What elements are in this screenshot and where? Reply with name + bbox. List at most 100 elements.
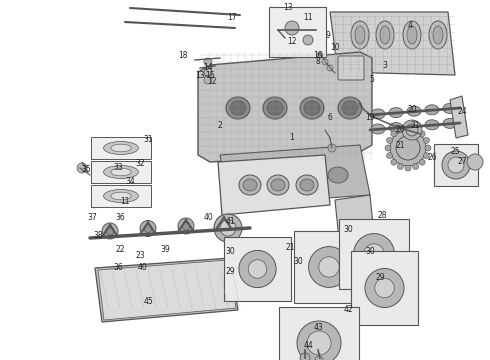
Text: 1: 1 [290, 134, 294, 143]
Circle shape [322, 59, 328, 65]
Text: 38: 38 [93, 230, 103, 239]
Ellipse shape [243, 179, 257, 191]
Ellipse shape [268, 167, 288, 183]
Ellipse shape [443, 118, 457, 129]
Text: 28: 28 [377, 211, 387, 220]
Ellipse shape [407, 26, 417, 44]
Ellipse shape [111, 192, 131, 200]
Text: 43: 43 [313, 324, 323, 333]
Text: 44: 44 [303, 341, 313, 350]
Circle shape [364, 244, 384, 264]
Ellipse shape [304, 101, 320, 115]
Polygon shape [98, 260, 236, 320]
Text: 12: 12 [207, 77, 217, 86]
Ellipse shape [407, 121, 421, 131]
Text: 19: 19 [365, 113, 375, 122]
Circle shape [309, 247, 349, 287]
Ellipse shape [111, 144, 131, 152]
FancyBboxPatch shape [294, 231, 364, 303]
Circle shape [106, 227, 114, 235]
Text: 29: 29 [225, 267, 235, 276]
Circle shape [204, 76, 212, 84]
Text: 36: 36 [113, 264, 123, 273]
Circle shape [413, 126, 418, 132]
Circle shape [405, 125, 411, 131]
Ellipse shape [226, 97, 250, 119]
Text: 4: 4 [408, 21, 413, 30]
Ellipse shape [230, 101, 246, 115]
Text: 24: 24 [457, 108, 467, 117]
Ellipse shape [103, 141, 138, 154]
Ellipse shape [263, 97, 287, 119]
FancyBboxPatch shape [338, 56, 364, 80]
Circle shape [423, 153, 429, 159]
Ellipse shape [371, 124, 385, 134]
Circle shape [396, 136, 420, 160]
Text: 8: 8 [316, 58, 320, 67]
Text: 27: 27 [457, 158, 467, 166]
Text: 13: 13 [283, 4, 293, 13]
Circle shape [182, 222, 190, 230]
Ellipse shape [328, 167, 348, 183]
FancyBboxPatch shape [91, 137, 151, 159]
Text: 18: 18 [178, 50, 188, 59]
Text: 14: 14 [203, 63, 213, 72]
Circle shape [390, 130, 426, 166]
Circle shape [220, 220, 236, 236]
Circle shape [140, 220, 156, 237]
Circle shape [77, 163, 87, 173]
Polygon shape [330, 12, 455, 75]
FancyBboxPatch shape [279, 307, 359, 360]
Text: 17: 17 [227, 13, 237, 22]
Circle shape [307, 331, 331, 355]
Text: 21: 21 [395, 140, 405, 149]
Text: 20: 20 [407, 105, 417, 114]
Ellipse shape [111, 168, 131, 176]
Ellipse shape [239, 175, 261, 195]
Circle shape [387, 153, 392, 159]
Circle shape [467, 154, 483, 170]
Circle shape [354, 234, 394, 274]
Text: 21: 21 [285, 243, 295, 252]
Text: 11: 11 [120, 198, 130, 207]
Ellipse shape [355, 26, 365, 44]
Polygon shape [450, 96, 468, 138]
Text: 5: 5 [369, 76, 374, 85]
Circle shape [406, 124, 418, 136]
Text: 35: 35 [81, 166, 91, 175]
Circle shape [220, 220, 228, 228]
Ellipse shape [429, 21, 447, 49]
Text: 39: 39 [160, 246, 170, 255]
Text: 15: 15 [205, 71, 215, 80]
Circle shape [204, 68, 212, 76]
FancyBboxPatch shape [91, 161, 151, 183]
Polygon shape [220, 145, 370, 205]
Text: 30: 30 [365, 248, 375, 256]
Ellipse shape [371, 109, 385, 119]
Circle shape [448, 157, 464, 173]
Ellipse shape [443, 103, 457, 113]
Circle shape [391, 159, 397, 165]
Circle shape [419, 131, 425, 137]
Circle shape [285, 21, 299, 35]
Text: 29: 29 [375, 274, 385, 283]
Text: 30: 30 [293, 257, 303, 266]
Text: 3: 3 [383, 60, 388, 69]
Text: 26: 26 [427, 153, 437, 162]
Circle shape [204, 58, 212, 66]
Circle shape [248, 260, 267, 278]
Circle shape [375, 278, 394, 298]
Text: 2: 2 [218, 121, 222, 130]
Ellipse shape [296, 175, 318, 195]
Circle shape [397, 163, 403, 170]
Text: 25: 25 [450, 148, 460, 157]
Ellipse shape [403, 21, 421, 49]
Circle shape [425, 145, 431, 151]
Ellipse shape [267, 175, 289, 195]
Ellipse shape [103, 166, 138, 179]
Text: 41: 41 [225, 217, 235, 226]
FancyBboxPatch shape [91, 185, 151, 207]
FancyBboxPatch shape [351, 251, 418, 325]
Ellipse shape [342, 101, 358, 115]
Text: 30: 30 [343, 225, 353, 234]
